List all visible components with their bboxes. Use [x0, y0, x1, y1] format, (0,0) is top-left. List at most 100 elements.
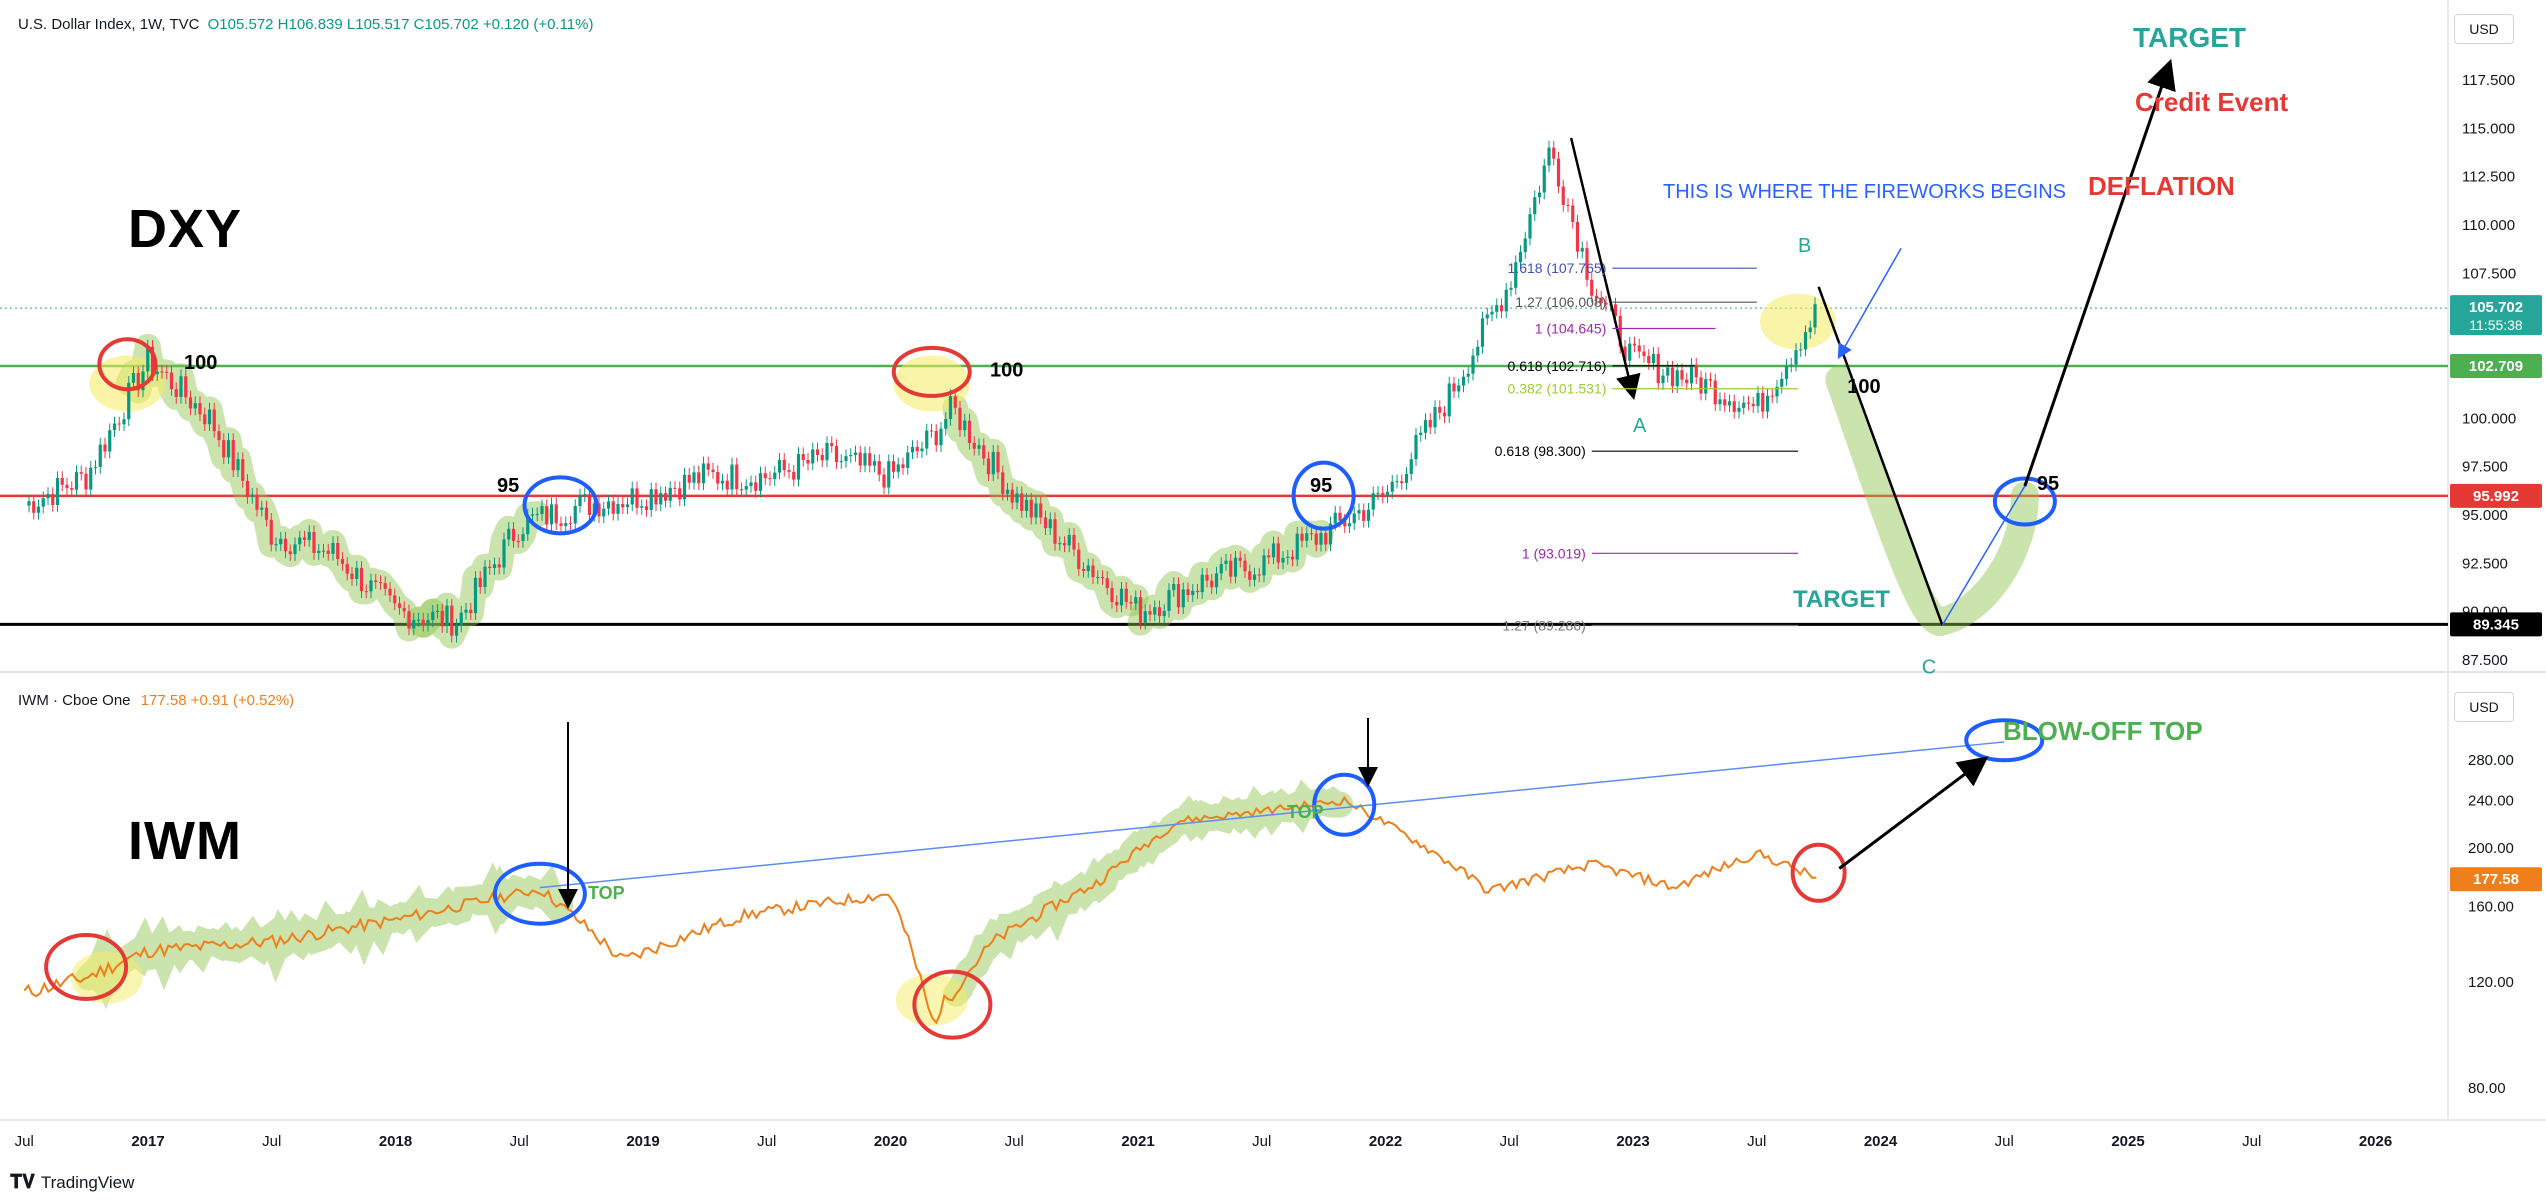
red-circle-dxy-2017: [97, 337, 158, 392]
candle-body: [150, 346, 155, 375]
x-axis-tick: Jul: [15, 1133, 34, 1150]
candle-body: [269, 519, 273, 545]
candle-body: [222, 440, 226, 458]
candle-body: [1319, 532, 1323, 545]
candle-body: [1504, 289, 1508, 312]
candle-body: [735, 464, 739, 490]
candle-body: [1599, 297, 1603, 303]
candle-body: [725, 480, 729, 490]
candle-body: [1062, 543, 1067, 546]
wave-a-label: A: [1633, 415, 1647, 437]
red-circle-iwm-2023: [1790, 842, 1847, 903]
candle-body: [1490, 311, 1494, 315]
candle-body: [1523, 238, 1527, 253]
candle-body: [858, 452, 862, 466]
iwm-highlight-2: [943, 779, 1354, 1007]
candle-body: [1400, 481, 1404, 484]
fib-127-label: 1.27 (106.008): [1515, 294, 1606, 310]
iwm-trendline: [539, 741, 2005, 889]
dxy-header: U.S. Dollar Index, 1W, TVC O105.572 H106…: [18, 16, 594, 33]
candle-body: [1043, 517, 1048, 529]
candle-body: [1347, 523, 1352, 527]
level-95-label-3: 95: [2037, 473, 2059, 495]
candle-body: [616, 504, 620, 514]
candle-body: [1343, 520, 1347, 527]
candle-body: [93, 466, 98, 468]
candle-body: [1324, 532, 1328, 545]
candle-body: [763, 473, 767, 479]
dxy-axis-tick: 100.000: [2462, 410, 2516, 427]
candle-body: [1024, 499, 1029, 511]
candle-body: [1371, 493, 1375, 510]
candle-body: [820, 454, 824, 461]
candle-body: [279, 538, 283, 545]
candle-body: [834, 446, 839, 463]
blowoff-top-label: BLOW-OFF TOP: [2003, 716, 2203, 746]
candle-body: [1689, 364, 1694, 384]
candle-body: [407, 611, 411, 629]
candle-body: [1485, 314, 1489, 319]
candle-body: [1575, 221, 1580, 252]
candle-body: [706, 463, 710, 470]
candle-body: [46, 494, 50, 499]
candle-body: [1808, 327, 1812, 333]
candle-body: [1637, 345, 1641, 352]
candle-body: [402, 607, 406, 612]
top-label-2: TOP: [1287, 802, 1324, 822]
candle-body: [963, 420, 967, 431]
candle-body: [207, 409, 212, 425]
candle-body: [830, 443, 834, 447]
candle-body: [511, 528, 516, 541]
iwm-axis-tick: 240.00: [2468, 792, 2514, 809]
candle-body: [397, 603, 402, 608]
candle-body: [1309, 533, 1314, 535]
fib-1618-label: 1.618 (107.765): [1508, 260, 1607, 276]
candle-body: [1670, 367, 1675, 387]
candle-body: [929, 430, 934, 432]
candle-body: [649, 489, 653, 511]
red-level-tag-bg: [2450, 483, 2542, 508]
candle-body: [1618, 315, 1622, 347]
candle-body: [611, 501, 615, 514]
candle-body: [1257, 574, 1261, 576]
candle-body: [1495, 305, 1499, 312]
candle-body: [1438, 407, 1442, 413]
candle-body: [1770, 395, 1774, 397]
candle-body: [1466, 373, 1470, 377]
candle-body: [298, 537, 302, 545]
candle-body: [1129, 602, 1133, 604]
candle-body: [1352, 513, 1356, 524]
candle-body: [255, 494, 259, 510]
candle-body: [336, 543, 340, 560]
candle-body: [1224, 560, 1228, 565]
x-axis-tick: Jul: [1005, 1133, 1024, 1150]
candle-body: [1680, 370, 1684, 380]
candle-body: [174, 389, 178, 398]
candle-body: [1015, 493, 1019, 503]
currency-button-bottom[interactable]: USD: [2454, 692, 2514, 722]
candle-body: [1761, 392, 1765, 412]
candle-body: [1789, 364, 1793, 366]
iwm-price-tag: 177.58: [2473, 871, 2519, 888]
candle-body: [1053, 519, 1057, 544]
candle-body: [378, 582, 383, 584]
candle-body: [891, 461, 896, 472]
fireworks-arrow: [1837, 247, 1902, 360]
blue-circle-dxy-2018: [522, 475, 599, 536]
candle-body: [1081, 568, 1086, 572]
candle-body: [516, 540, 520, 542]
candle-body: [578, 495, 582, 507]
candle-body: [89, 467, 93, 490]
candle-body: [1509, 287, 1513, 290]
candle-body: [568, 523, 573, 525]
candle-body: [958, 407, 962, 431]
dxy-axis-tick: 110.000: [2462, 217, 2515, 234]
x-axis-tick: 2020: [874, 1133, 907, 1150]
level-95-label-1: 95: [497, 475, 519, 497]
candle-body: [445, 605, 449, 627]
candle-body: [720, 480, 725, 484]
currency-button-top[interactable]: USD: [2454, 14, 2514, 44]
candle-body: [1077, 549, 1081, 569]
candle-body: [668, 487, 672, 501]
candle-body: [1243, 560, 1247, 572]
